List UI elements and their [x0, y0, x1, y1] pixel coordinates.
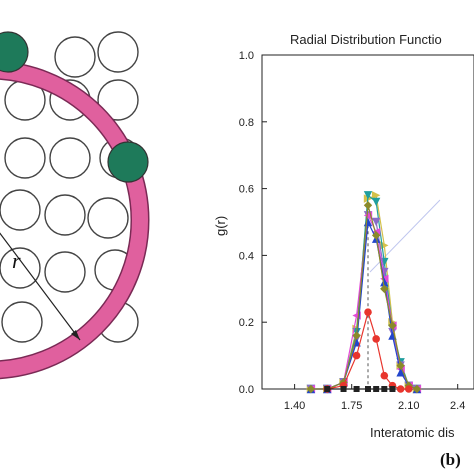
- data-point: [352, 351, 361, 360]
- atom-5: [4, 137, 46, 179]
- data-point: [352, 331, 361, 340]
- atom-8: [0, 189, 41, 231]
- data-point: [380, 284, 389, 293]
- radius-arrowhead-icon: [71, 330, 80, 340]
- data-point: [373, 386, 380, 392]
- data-point: [388, 321, 397, 330]
- atom-4: [97, 79, 139, 121]
- chart-title: Radial Distribution Functio: [290, 32, 442, 47]
- data-point: [306, 384, 316, 394]
- data-point: [396, 368, 405, 377]
- atom-10: [87, 197, 129, 239]
- radius-arrow-line: [0, 232, 81, 341]
- atomic-shell-illustration: r: [0, 31, 150, 380]
- x-tick-label: 1.40: [284, 400, 305, 412]
- data-point: [371, 231, 381, 240]
- data-point: [363, 191, 373, 200]
- data-point: [396, 361, 405, 370]
- x-tick-label: 2.10: [398, 400, 419, 412]
- y-tick-label: 0.6: [239, 184, 254, 196]
- x-axis-ticks: 1.40 1.75 2.10 2.4: [284, 384, 465, 412]
- data-point: [381, 386, 388, 392]
- rdf-chart: Radial Distribution Functio 0.0 0.2 0.4 0.6…: [213, 32, 474, 440]
- neighbor-atom-0: [0, 31, 29, 73]
- atom-12: [44, 251, 86, 293]
- data-point: [371, 217, 381, 227]
- y-tick-label: 0.2: [239, 317, 254, 329]
- neighbor-atoms: [0, 31, 149, 183]
- series-7: [324, 386, 396, 392]
- data-point: [353, 386, 360, 392]
- data-point: [363, 201, 373, 210]
- data-point: [340, 386, 347, 392]
- atom-1: [97, 31, 139, 73]
- x-tick-label: 2.4: [450, 400, 465, 412]
- data-point: [380, 371, 389, 380]
- data-point: [396, 385, 405, 393]
- x-axis-label: Interatomic dis: [370, 425, 455, 440]
- data-point: [372, 335, 380, 343]
- neighbor-atom-1: [107, 141, 149, 183]
- atom-14: [1, 301, 43, 343]
- y-tick-label: 0.0: [239, 384, 254, 396]
- atom-0: [54, 36, 96, 78]
- data-point: [389, 386, 396, 392]
- panel-label: (b): [440, 450, 461, 469]
- data-point: [365, 386, 371, 392]
- radius-label: r: [12, 248, 21, 273]
- y-axis-label: g(r): [213, 216, 228, 236]
- data-point: [324, 386, 331, 392]
- y-tick-label: 0.4: [239, 250, 254, 262]
- series-group: [306, 191, 422, 394]
- shell-ring-fill: [0, 62, 148, 378]
- data-point: [404, 385, 413, 393]
- data-point: [380, 277, 389, 287]
- y-tick-label: 1.0: [239, 50, 254, 62]
- atom-11: [0, 247, 41, 289]
- data-point: [371, 197, 381, 207]
- atom-9: [44, 194, 86, 236]
- x-tick-label: 1.75: [341, 400, 362, 412]
- data-point: [364, 308, 372, 316]
- atom-6: [49, 137, 91, 179]
- y-tick-label: 0.8: [239, 117, 254, 129]
- data-point: [371, 191, 381, 200]
- data-point: [412, 384, 422, 394]
- series-6: [323, 308, 413, 393]
- y-axis-ticks: 0.0 0.2 0.4 0.6 0.8 1.0: [239, 50, 267, 396]
- series-5: [306, 201, 422, 394]
